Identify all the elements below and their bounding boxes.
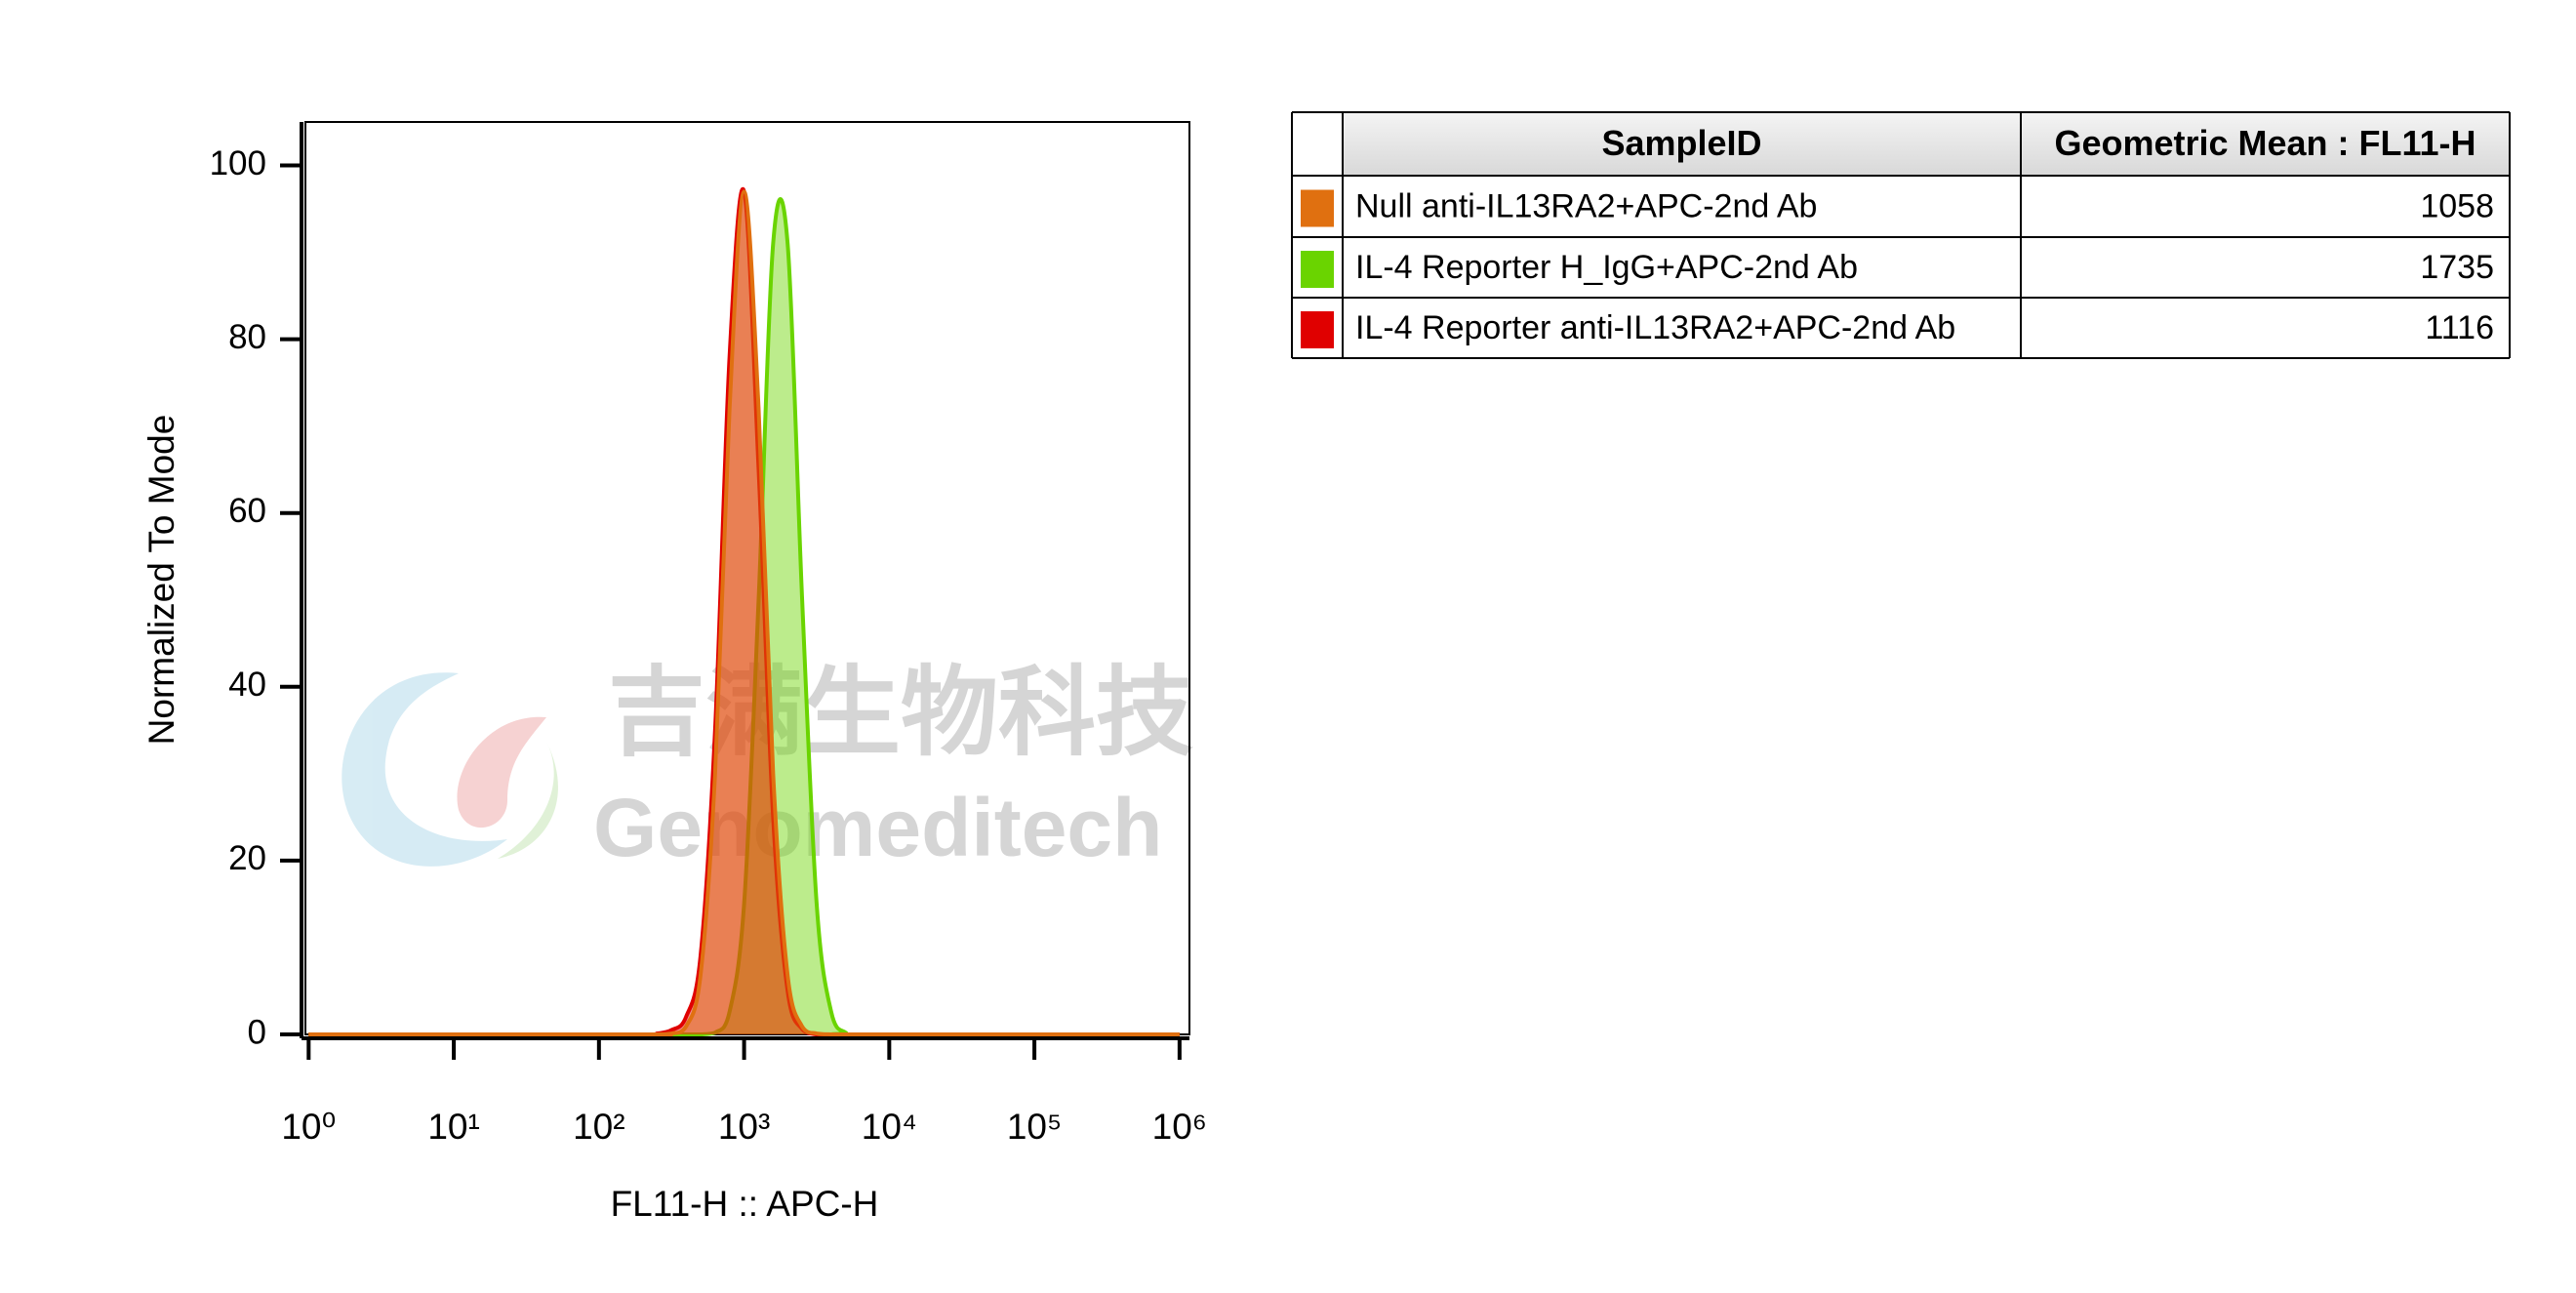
geometric-mean: 1116 [2425, 309, 2494, 346]
x-tick-label: 10⁵ [1007, 1107, 1063, 1147]
y-axis-label: Normalized To Mode [141, 415, 181, 746]
sample-id: IL-4 Reporter anti-IL13RA2+APC-2nd Ab [1355, 309, 1955, 346]
watermark: 吉满生物科技 Genomeditech [342, 658, 1193, 873]
area-fill [308, 191, 1180, 1034]
watermark-cn: 吉满生物科技 [608, 658, 1193, 767]
x-tick-label: 10² [573, 1107, 624, 1147]
legend-swatch [1301, 311, 1334, 348]
area-fill [308, 188, 1180, 1034]
y-tick-label: 80 [228, 318, 266, 356]
y-tick-label: 0 [248, 1013, 266, 1051]
table-header-bg [1343, 112, 2510, 176]
plot-frame [304, 121, 1190, 1035]
y-tick-label: 40 [228, 666, 266, 704]
logo-shape [457, 716, 546, 828]
legend-swatch [1301, 251, 1334, 288]
watermark-en: Genomeditech [593, 782, 1162, 873]
legend-swatch [1301, 189, 1334, 227]
area-line [308, 189, 1180, 1037]
geometric-mean: 1735 [2420, 249, 2494, 286]
sample-id: IL-4 Reporter H_IgG+APC-2nd Ab [1355, 249, 1858, 286]
logo-shape [342, 672, 507, 867]
geometric-mean: 1058 [2420, 187, 2494, 224]
sample-id: Null anti-IL13RA2+APC-2nd Ab [1355, 187, 1817, 224]
logo-shape [498, 742, 558, 859]
x-tick-label: 10⁶ [1152, 1107, 1207, 1147]
x-tick-label: 10¹ [427, 1107, 479, 1147]
y-tick-label: 20 [228, 839, 266, 877]
x-tick-label: 10⁴ [862, 1107, 917, 1147]
stats-table: SampleID Geometric Mean : FL11-H Null anti… [1291, 111, 2511, 359]
y-tick-label: 100 [210, 144, 266, 182]
x-tick-label: 10⁰ [281, 1107, 336, 1147]
y-tick-label: 60 [228, 492, 266, 530]
column-header: Geometric Mean : FL11-H [2054, 123, 2475, 163]
column-header: SampleID [1601, 123, 1761, 163]
x-axis-label: FL11-H :: APC-H [611, 1184, 879, 1224]
x-tick-label: 10³ [718, 1107, 770, 1147]
